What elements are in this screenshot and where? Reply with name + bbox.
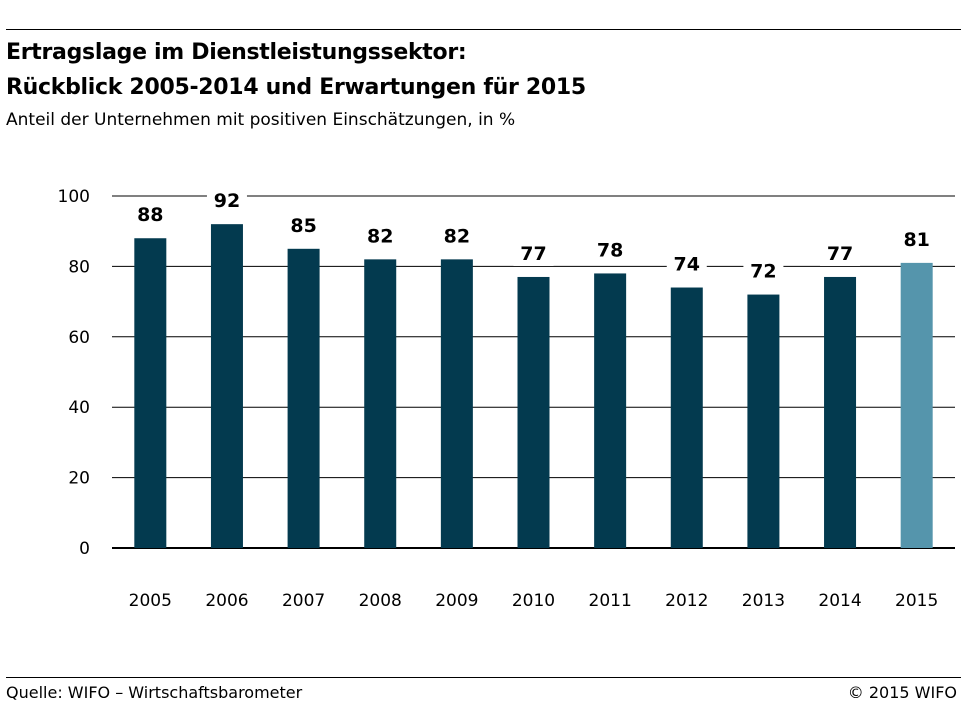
bar — [824, 276, 857, 548]
y-tick-label: 100 — [58, 187, 90, 207]
chart-subtitle: Anteil der Unternehmen mit positiven Ein… — [6, 110, 516, 130]
data-label: 74 — [674, 254, 700, 276]
data-label: 85 — [290, 215, 316, 237]
data-label-background — [743, 257, 784, 284]
y-tick-label: 0 — [79, 539, 90, 559]
bar — [900, 262, 933, 548]
data-label-background — [820, 239, 861, 266]
y-tick-label: 60 — [68, 328, 90, 348]
bar — [594, 273, 627, 548]
data-label: 82 — [444, 225, 470, 247]
data-label: 92 — [214, 190, 240, 212]
x-tick-label: 2014 — [818, 591, 861, 611]
data-label-background — [206, 187, 247, 214]
bar — [440, 259, 473, 548]
top-rule — [6, 29, 961, 30]
data-label: 77 — [827, 243, 853, 265]
data-label-background — [590, 236, 631, 263]
x-tick-label: 2005 — [129, 591, 172, 611]
x-tick-label: 2015 — [895, 591, 938, 611]
data-labels: 88 92 85 82 82 77 78 74 72 77 81 — [130, 187, 937, 284]
bar — [670, 287, 703, 548]
x-tick-label: 2011 — [589, 591, 632, 611]
x-tick-label: 2012 — [665, 591, 708, 611]
chart-title-line-1: Ertragslage im Dienstleistungssektor: — [6, 40, 467, 65]
x-tick-label: 2010 — [512, 591, 555, 611]
data-label-background — [436, 222, 477, 249]
bar — [517, 276, 550, 548]
data-label: 88 — [137, 204, 163, 226]
bar — [747, 294, 780, 548]
data-label: 77 — [520, 243, 546, 265]
x-tick-label: 2013 — [742, 591, 785, 611]
bar — [364, 259, 397, 548]
data-label: 72 — [750, 261, 776, 283]
x-tick-label: 2009 — [435, 591, 478, 611]
x-tick-label: 2008 — [359, 591, 402, 611]
x-axis-ticks: 2005 2006 2007 2008 2009 2010 2011 2012 2013 2014… — [129, 591, 939, 611]
bar — [287, 248, 320, 549]
data-label-background — [666, 250, 707, 277]
data-label-background — [130, 201, 171, 228]
data-label-background — [896, 225, 937, 252]
y-tick-label: 20 — [68, 469, 90, 489]
x-tick-label: 2006 — [205, 591, 248, 611]
data-label-background — [513, 239, 554, 266]
data-label: 82 — [367, 225, 393, 247]
x-tick-label: 2007 — [282, 591, 325, 611]
copyright-note: © 2015 WIFO — [847, 683, 957, 702]
data-label-background — [360, 222, 401, 249]
bars — [134, 224, 933, 549]
data-label: 78 — [597, 239, 623, 261]
data-label-background — [283, 211, 324, 238]
y-axis-ticks: 0 20 40 60 80 100 — [58, 187, 90, 559]
chart-title-line-2: Rückblick 2005-2014 und Erwartungen für … — [6, 75, 586, 100]
bottom-rule — [6, 677, 961, 678]
bar-chart: 0 20 40 60 80 100 88 92 85 82 82 77 78 74 72 77 81 2005… — [58, 187, 955, 611]
y-tick-label: 40 — [68, 398, 90, 418]
bar — [134, 238, 167, 549]
bar — [210, 224, 243, 548]
source-note: Quelle: WIFO – Wirtschaftsbarometer — [6, 683, 303, 702]
data-label: 81 — [903, 229, 929, 251]
y-tick-label: 80 — [68, 257, 90, 277]
